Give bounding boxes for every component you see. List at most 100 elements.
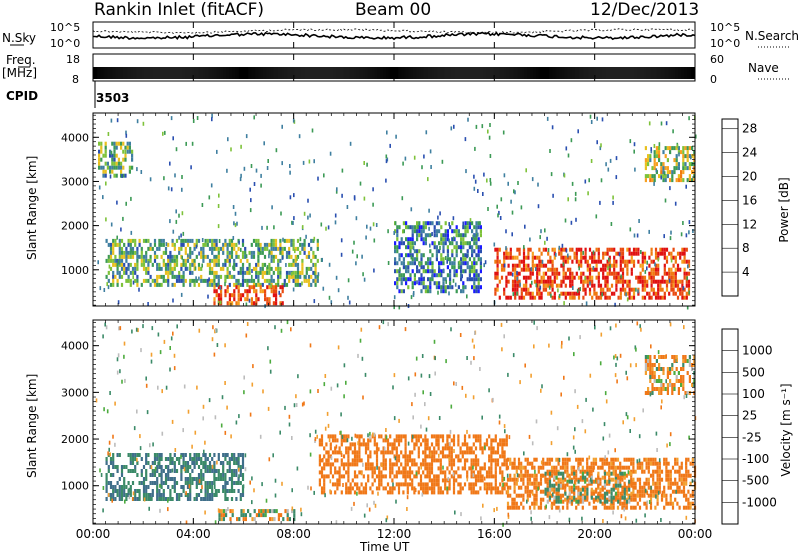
- power-cell: [538, 287, 541, 292]
- velocity-cell: [320, 470, 324, 475]
- power-scatter: [251, 269, 253, 273]
- power-cell: [127, 266, 130, 271]
- power-scatter: [283, 283, 286, 288]
- power-cell: [660, 166, 663, 171]
- velocity-cell: [647, 485, 650, 490]
- power-cell: [619, 251, 622, 256]
- velocity-cell: [649, 489, 653, 494]
- velocity-cell: [164, 473, 168, 477]
- power-cell: [527, 251, 530, 256]
- power-cell: [621, 251, 625, 256]
- velocity-cell: [455, 470, 458, 475]
- power-cell: [307, 278, 311, 283]
- power-cell: [628, 295, 631, 300]
- velocity-cell: [568, 457, 571, 462]
- power-scatter: [479, 221, 481, 226]
- power-scatter: [125, 130, 127, 135]
- power-cell: [124, 145, 127, 150]
- velocity-cell: [145, 489, 148, 493]
- power-scatter: [685, 184, 687, 189]
- velocity-cell: [573, 475, 576, 480]
- power-scatter: [584, 276, 586, 281]
- power-cell: [673, 170, 676, 175]
- power-cell: [673, 166, 676, 171]
- velocity-cell: [501, 450, 504, 455]
- velocity-cell: [178, 497, 181, 501]
- power-scatter: [336, 187, 338, 192]
- power-cell: [672, 263, 675, 268]
- velocity-cell: [535, 477, 538, 482]
- velocity-cell: [537, 469, 540, 474]
- power-cell: [250, 254, 253, 259]
- velocity-cell: [430, 490, 434, 495]
- velocity-cell: [544, 487, 547, 492]
- velocity-cell: [391, 450, 394, 455]
- power-cell: [131, 266, 135, 271]
- velocity-cell: [380, 434, 383, 439]
- power-cell: [505, 275, 508, 280]
- power-cell: [153, 250, 157, 255]
- velocity-cell: [485, 442, 489, 447]
- power-cell: [553, 275, 556, 280]
- velocity-cell: [404, 482, 407, 487]
- velocity-cell: [546, 477, 549, 482]
- velocity-cell: [411, 478, 414, 483]
- velocity-cell: [233, 457, 236, 461]
- power-cell: [650, 295, 653, 300]
- velocity-cell: [158, 497, 161, 501]
- power-cell: [494, 291, 497, 296]
- velocity-cell: [208, 453, 212, 457]
- beam-label: Beam 00: [355, 0, 432, 20]
- velocity-cell: [667, 473, 670, 478]
- power-cell: [263, 262, 267, 267]
- velocity-cell: [156, 453, 159, 457]
- velocity-cell: [485, 470, 489, 475]
- velocity-cell: [561, 505, 565, 510]
- power-cell: [580, 279, 583, 284]
- power-cell: [237, 270, 240, 275]
- velocity-cell: [145, 497, 148, 501]
- velocity-cell: [470, 450, 473, 455]
- power-scatter: [340, 238, 343, 243]
- velocity-cell: [526, 497, 529, 502]
- velocity-cell: [579, 461, 582, 466]
- velocity-cell: [329, 434, 332, 439]
- velocity-cell: [189, 493, 192, 497]
- velocity-cell: [367, 478, 370, 483]
- velocity-cell: [522, 493, 525, 498]
- power-cell: [464, 253, 467, 258]
- velocity-cell: [364, 450, 368, 455]
- velocity-cell: [568, 487, 571, 492]
- power-cell: [230, 274, 234, 279]
- velocity-cell: [599, 465, 602, 470]
- velocity-cell: [147, 497, 150, 501]
- power-cell: [314, 274, 317, 279]
- velocity-cell: [208, 497, 212, 501]
- power-cell: [215, 282, 218, 287]
- power-cell: [274, 242, 278, 247]
- power-cell: [125, 266, 128, 271]
- power-cell: [455, 273, 458, 278]
- velocity-cell: [184, 477, 187, 481]
- power-scatter: [660, 175, 662, 180]
- power-cell: [131, 250, 135, 255]
- velocity-cell: [127, 481, 130, 485]
- power-cell: [602, 251, 605, 256]
- power-scatter: [626, 297, 629, 302]
- power-cell: [402, 273, 405, 278]
- power-cell: [591, 295, 594, 300]
- power-cell: [182, 242, 185, 247]
- power-cell: [451, 261, 454, 266]
- velocity-cell: [553, 489, 556, 494]
- velocity-cell: [389, 442, 392, 447]
- power-cell: [424, 269, 427, 274]
- power-cell: [301, 246, 304, 251]
- power-cell: [455, 289, 458, 294]
- velocity-cell: [200, 489, 203, 493]
- power-cell: [127, 278, 130, 283]
- velocity-cell: [380, 450, 383, 455]
- velocity-cell: [200, 461, 203, 465]
- velocity-cell: [441, 454, 445, 459]
- velocity-cell: [669, 497, 672, 502]
- power-cell: [427, 277, 430, 282]
